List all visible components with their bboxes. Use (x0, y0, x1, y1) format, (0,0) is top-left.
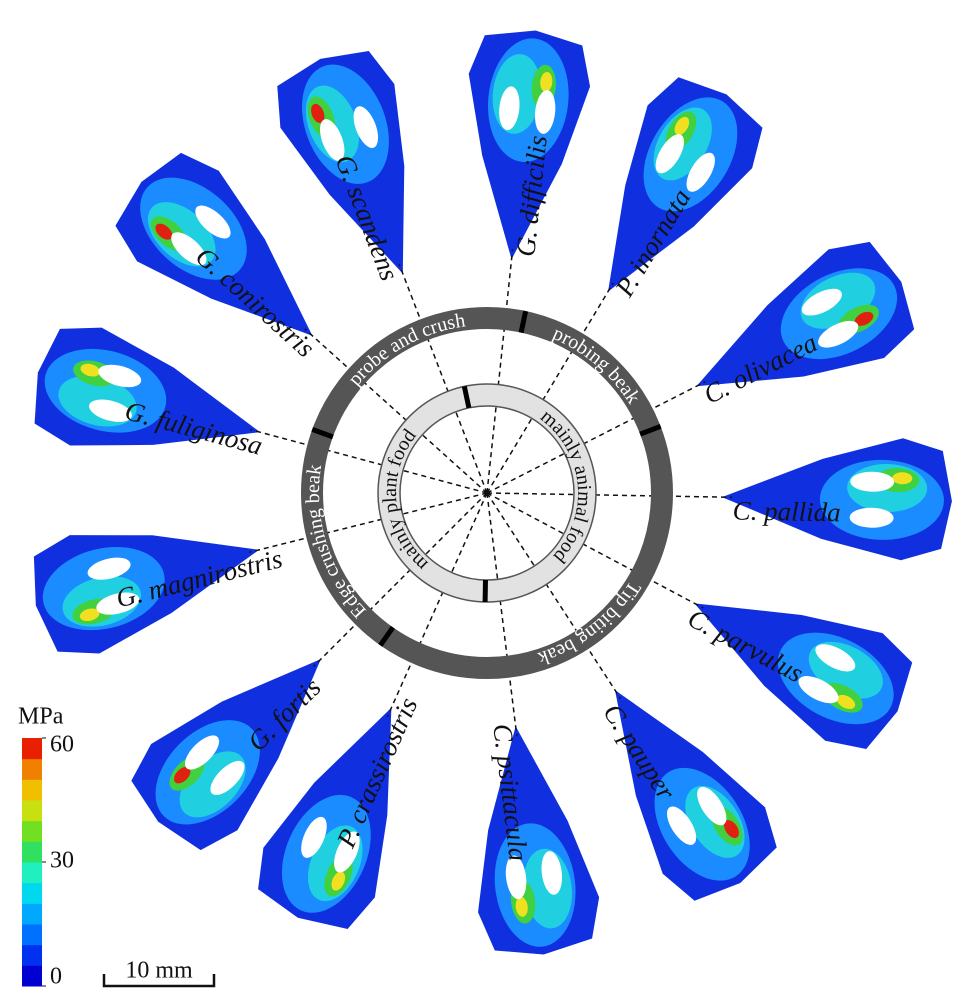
ring-label-path: mainly plant food (379, 425, 432, 575)
ring-label-path: Edge crushing beak (302, 463, 371, 622)
colorbar-segment (22, 779, 42, 800)
colorbar: MPa 0 30 60 (18, 704, 74, 990)
colorbar-unit: MPa (18, 704, 64, 730)
scale-bar: 10 mm (104, 958, 214, 987)
colorbar-tick-label: 60 (50, 732, 74, 758)
ring-label: Edge crushing beak (302, 463, 371, 622)
colorbar-segment (22, 945, 42, 966)
species-label: C. pallida (732, 495, 841, 527)
radial-line (249, 493, 487, 552)
figure: probe and crushprobing beakTip biting be… (0, 0, 972, 994)
ring-label: mainly plant food (379, 425, 432, 575)
colorbar-tick-label: 30 (50, 848, 74, 874)
radial-line (487, 493, 732, 497)
colorbar-segment (22, 759, 42, 780)
colorbar-tick-label: 0 (50, 964, 62, 990)
ring-label-path: probe and crush (344, 309, 467, 390)
ring-label: mainly animal food (536, 405, 595, 567)
colorbar-segment (22, 862, 42, 883)
radial-line (399, 264, 487, 493)
radial-line (487, 249, 513, 493)
ring-label: probe and crush (344, 309, 467, 390)
center-dot (484, 490, 490, 496)
colorbar-segment (22, 821, 42, 842)
colorbar-segment (22, 903, 42, 924)
colorbar-segment (22, 883, 42, 904)
colorbar-segment (22, 800, 42, 821)
colorbar-segment (22, 965, 42, 986)
colorbar-segment (22, 738, 42, 759)
radial-line (487, 493, 517, 736)
scale-bar-label: 10 mm (125, 958, 193, 984)
colorbar-segment (22, 924, 42, 945)
colorbar-segment (22, 841, 42, 862)
ring-label-path: mainly animal food (536, 405, 595, 567)
